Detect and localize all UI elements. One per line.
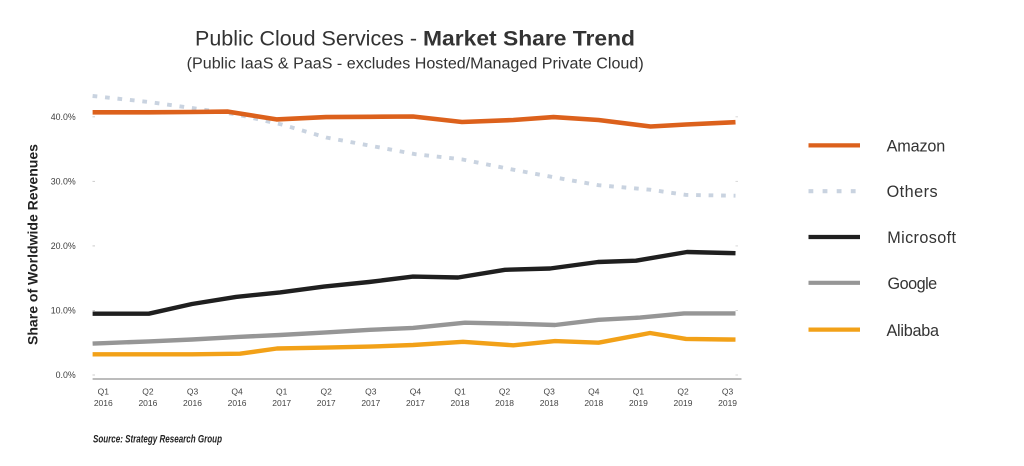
svg-text:Share of Worldwide Revenues: Share of Worldwide Revenues xyxy=(25,144,41,345)
svg-text:2017: 2017 xyxy=(272,398,291,408)
svg-text:0.0%: 0.0% xyxy=(56,370,76,380)
svg-text:Q3: Q3 xyxy=(365,386,377,396)
svg-text:2016: 2016 xyxy=(183,398,202,408)
svg-text:Amazon: Amazon xyxy=(887,137,946,155)
svg-text:Q3: Q3 xyxy=(544,386,556,396)
svg-text:2018: 2018 xyxy=(540,398,559,408)
svg-text:2019: 2019 xyxy=(718,398,737,408)
svg-text:Q3: Q3 xyxy=(187,386,199,396)
svg-text:Q2: Q2 xyxy=(321,386,333,396)
svg-text:Q4: Q4 xyxy=(588,386,600,396)
svg-text:2017: 2017 xyxy=(361,398,380,408)
svg-text:20.0%: 20.0% xyxy=(51,241,76,251)
svg-text:Alibaba: Alibaba xyxy=(887,322,940,340)
svg-text:2017: 2017 xyxy=(317,398,336,408)
svg-text:2019: 2019 xyxy=(674,398,693,408)
svg-text:Q4: Q4 xyxy=(231,386,243,396)
svg-text:2016: 2016 xyxy=(94,398,113,408)
svg-text:2017: 2017 xyxy=(406,398,425,408)
svg-text:2016: 2016 xyxy=(138,398,157,408)
svg-text:Q1: Q1 xyxy=(276,386,288,396)
svg-text:2018: 2018 xyxy=(451,398,470,408)
svg-text:Market Share Trend: Market Share Trend xyxy=(423,27,635,51)
svg-text:Q2: Q2 xyxy=(142,386,154,396)
svg-text:Others: Others xyxy=(887,183,938,201)
svg-text:Google: Google xyxy=(888,275,938,293)
svg-text:Q1: Q1 xyxy=(98,386,110,396)
svg-text:Microsoft: Microsoft xyxy=(887,229,956,247)
svg-text:Source: Strategy Research Grou: Source: Strategy Research Group xyxy=(93,434,222,446)
svg-text:Q4: Q4 xyxy=(410,386,422,396)
svg-text:Q1: Q1 xyxy=(633,386,645,396)
svg-text:(Public IaaS & PaaS - excludes: (Public IaaS & PaaS - excludes Hosted/Ma… xyxy=(187,55,644,72)
svg-text:Q2: Q2 xyxy=(677,386,689,396)
svg-text:Q1: Q1 xyxy=(454,386,466,396)
svg-text:Q2: Q2 xyxy=(499,386,511,396)
svg-text:2016: 2016 xyxy=(228,398,247,408)
svg-text:Q3: Q3 xyxy=(722,386,734,396)
svg-text:30.0%: 30.0% xyxy=(51,177,76,187)
svg-text:2018: 2018 xyxy=(495,398,514,408)
svg-text:2018: 2018 xyxy=(584,398,603,408)
svg-text:2019: 2019 xyxy=(629,398,648,408)
svg-text:40.0%: 40.0% xyxy=(51,112,76,122)
svg-text:10.0%: 10.0% xyxy=(51,306,76,316)
svg-text:Public Cloud Services -: Public Cloud Services - xyxy=(195,27,417,51)
